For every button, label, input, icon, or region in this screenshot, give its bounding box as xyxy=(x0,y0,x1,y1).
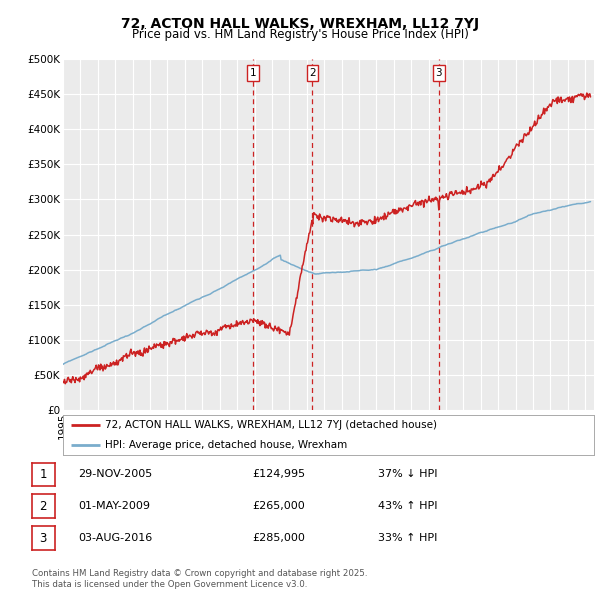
Text: 3: 3 xyxy=(436,68,442,78)
Text: 37% ↓ HPI: 37% ↓ HPI xyxy=(378,470,437,479)
Text: 3: 3 xyxy=(40,532,47,545)
Text: £265,000: £265,000 xyxy=(252,502,305,511)
Text: Price paid vs. HM Land Registry's House Price Index (HPI): Price paid vs. HM Land Registry's House … xyxy=(131,28,469,41)
Text: 2: 2 xyxy=(40,500,47,513)
Text: 2: 2 xyxy=(309,68,316,78)
Text: 33% ↑ HPI: 33% ↑ HPI xyxy=(378,533,437,543)
Text: Contains HM Land Registry data © Crown copyright and database right 2025.
This d: Contains HM Land Registry data © Crown c… xyxy=(32,569,367,589)
Text: 1: 1 xyxy=(250,68,256,78)
Text: £124,995: £124,995 xyxy=(252,470,305,479)
Text: 43% ↑ HPI: 43% ↑ HPI xyxy=(378,502,437,511)
Text: 29-NOV-2005: 29-NOV-2005 xyxy=(78,470,152,479)
Text: 03-AUG-2016: 03-AUG-2016 xyxy=(78,533,152,543)
Text: 72, ACTON HALL WALKS, WREXHAM, LL12 7YJ: 72, ACTON HALL WALKS, WREXHAM, LL12 7YJ xyxy=(121,17,479,31)
Text: 01-MAY-2009: 01-MAY-2009 xyxy=(78,502,150,511)
Text: 1: 1 xyxy=(40,468,47,481)
Text: £285,000: £285,000 xyxy=(252,533,305,543)
Text: HPI: Average price, detached house, Wrexham: HPI: Average price, detached house, Wrex… xyxy=(106,441,348,450)
Text: 72, ACTON HALL WALKS, WREXHAM, LL12 7YJ (detached house): 72, ACTON HALL WALKS, WREXHAM, LL12 7YJ … xyxy=(106,421,437,430)
